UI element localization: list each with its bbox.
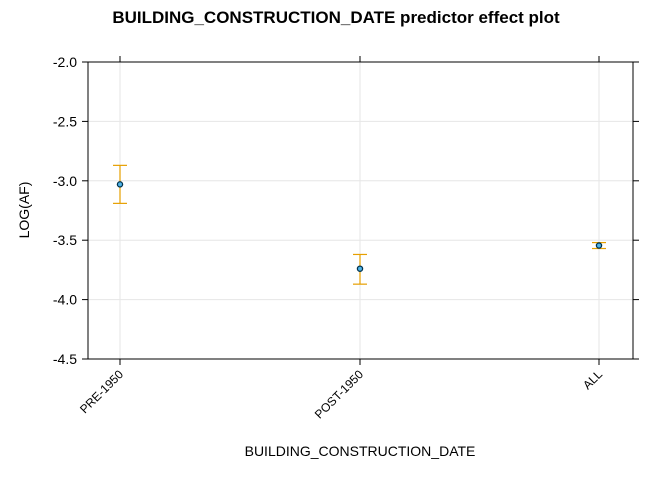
grid	[88, 61, 633, 360]
y-axis: -2.0 -2.5 -3.0 -3.5 -4.0 -4.5	[53, 54, 88, 367]
x-tick-label: POST-1950	[312, 367, 366, 421]
y-tick-label: -2.0	[53, 54, 77, 70]
y-tick-label: -2.5	[53, 113, 77, 129]
chart-title: BUILDING_CONSTRUCTION_DATE predictor eff…	[112, 8, 560, 27]
x-tick-label: PRE-1950	[77, 367, 126, 416]
y-tick-label: -3.0	[53, 173, 77, 189]
x-tick-label: ALL	[580, 367, 605, 392]
y-axis-right-ticks	[633, 61, 639, 360]
y-tick-label: -3.5	[53, 232, 77, 248]
y-axis-label: LOG(AF)	[16, 182, 32, 239]
data-marks	[113, 164, 606, 285]
x-axis: PRE-1950 POST-1950 ALL	[77, 56, 605, 421]
y-tick-label: -4.0	[53, 292, 77, 308]
y-tick-label: -4.5	[53, 351, 77, 367]
x-axis-label: BUILDING_CONSTRUCTION_DATE	[245, 443, 476, 459]
data-point	[595, 242, 603, 249]
data-point	[356, 265, 364, 272]
data-point	[116, 181, 124, 188]
